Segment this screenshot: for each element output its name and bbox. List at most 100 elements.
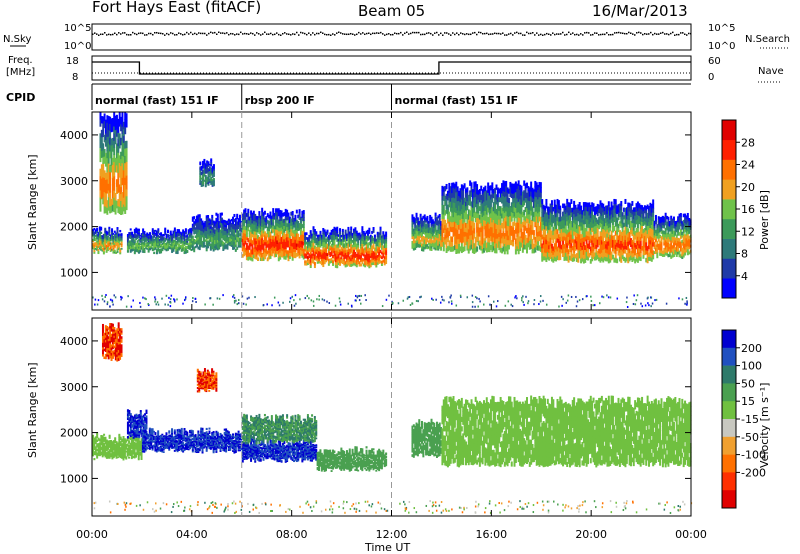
heat-cell bbox=[283, 248, 286, 253]
heat-cell bbox=[532, 216, 535, 222]
heat-cell bbox=[419, 223, 422, 227]
heat-cell bbox=[596, 207, 599, 213]
heat-cell bbox=[244, 215, 247, 220]
heat-cell bbox=[275, 208, 278, 213]
heat-cell bbox=[566, 229, 569, 235]
heat-cell bbox=[158, 236, 161, 238]
heat-cell bbox=[383, 245, 386, 249]
heat-cell bbox=[570, 251, 573, 257]
heat-cell bbox=[332, 236, 335, 240]
heat-cell bbox=[212, 168, 215, 171]
heat-cell bbox=[245, 256, 248, 261]
heat-cell bbox=[506, 196, 509, 203]
heat-cell bbox=[207, 181, 210, 185]
heat-cell bbox=[507, 197, 510, 204]
heat-cell bbox=[466, 241, 469, 247]
heat-cell bbox=[179, 242, 182, 244]
heat-cell bbox=[596, 250, 599, 256]
heat-cell bbox=[546, 213, 549, 219]
nsky-sample bbox=[160, 32, 162, 35]
heat-cell bbox=[420, 217, 423, 221]
nsky-sample bbox=[350, 32, 352, 35]
heat-cell bbox=[133, 234, 136, 237]
heat-cell bbox=[418, 245, 421, 248]
heat-cell bbox=[336, 258, 339, 263]
heat-cell bbox=[155, 232, 158, 235]
heat-cell bbox=[142, 247, 145, 250]
heat-cell bbox=[380, 260, 383, 264]
heat-cell bbox=[567, 206, 570, 212]
heat-cell bbox=[415, 242, 418, 246]
heat-cell bbox=[308, 253, 311, 256]
heat-cell bbox=[299, 240, 302, 245]
heat-cell bbox=[198, 216, 201, 220]
heat-cell bbox=[513, 192, 516, 198]
heat-cell bbox=[548, 237, 551, 242]
heat-cell bbox=[495, 228, 498, 234]
nsky-sample bbox=[452, 32, 454, 34]
heat-cell bbox=[175, 242, 178, 245]
heat-cell bbox=[109, 123, 112, 131]
heat-cell bbox=[183, 251, 186, 255]
heat-cell bbox=[537, 208, 540, 214]
heat-cell bbox=[251, 219, 254, 224]
heat-cell bbox=[142, 235, 145, 238]
heat-cell bbox=[452, 216, 455, 223]
heat-cell bbox=[559, 205, 562, 210]
heat-cell bbox=[244, 211, 247, 216]
heat-cell bbox=[169, 238, 172, 241]
heat-cell bbox=[308, 247, 311, 250]
heat-cell bbox=[233, 218, 236, 222]
heat-cell bbox=[532, 230, 535, 236]
heat-cell bbox=[128, 233, 131, 235]
heat-cell bbox=[209, 239, 212, 242]
heat-cell bbox=[371, 245, 374, 249]
heat-cell bbox=[557, 234, 560, 239]
heat-cell bbox=[505, 205, 508, 212]
heat-cell bbox=[98, 232, 101, 235]
heat-cell bbox=[471, 198, 474, 204]
heat-cell bbox=[190, 245, 193, 248]
heat-cell bbox=[178, 248, 181, 251]
heat-cell bbox=[98, 237, 101, 240]
heat-cell bbox=[202, 232, 205, 235]
nsky-sample bbox=[196, 33, 198, 36]
heat-cell bbox=[112, 247, 115, 250]
heat-cell bbox=[491, 217, 494, 223]
heat-cell bbox=[243, 226, 246, 230]
heat-cell bbox=[336, 244, 339, 248]
heat-cell bbox=[284, 219, 287, 224]
heat-cell bbox=[126, 237, 129, 240]
heat-cell bbox=[369, 248, 372, 252]
heat-cell bbox=[139, 247, 142, 249]
heat-cell bbox=[143, 238, 146, 241]
nsky-sample bbox=[690, 32, 692, 35]
heat-cell bbox=[124, 198, 127, 207]
heat-cell bbox=[186, 251, 189, 254]
heat-cell bbox=[498, 197, 501, 203]
heat-cell bbox=[442, 195, 445, 201]
heat-cell bbox=[290, 252, 293, 257]
heat-cell bbox=[280, 230, 283, 235]
heat-cell bbox=[379, 239, 382, 243]
heat-cell bbox=[416, 235, 419, 239]
heat-cell bbox=[150, 245, 153, 248]
heat-cell bbox=[466, 214, 469, 220]
heat-cell bbox=[233, 213, 236, 217]
heat-cell bbox=[164, 244, 167, 247]
heat-cell bbox=[288, 228, 291, 233]
nsky-sample bbox=[142, 32, 144, 35]
heat-cell bbox=[541, 234, 544, 240]
heat-cell bbox=[218, 240, 221, 244]
heat-cell bbox=[519, 208, 522, 214]
heat-cell bbox=[339, 260, 342, 264]
heat-cell bbox=[297, 249, 300, 254]
heat-cell bbox=[103, 134, 106, 143]
heat-cell bbox=[584, 215, 587, 220]
heat-cell bbox=[180, 240, 183, 243]
heat-cell bbox=[248, 239, 251, 244]
heat-cell bbox=[287, 236, 290, 241]
heat-cell bbox=[434, 236, 437, 240]
heat-cell bbox=[441, 185, 444, 192]
nsky-sample bbox=[424, 33, 426, 36]
